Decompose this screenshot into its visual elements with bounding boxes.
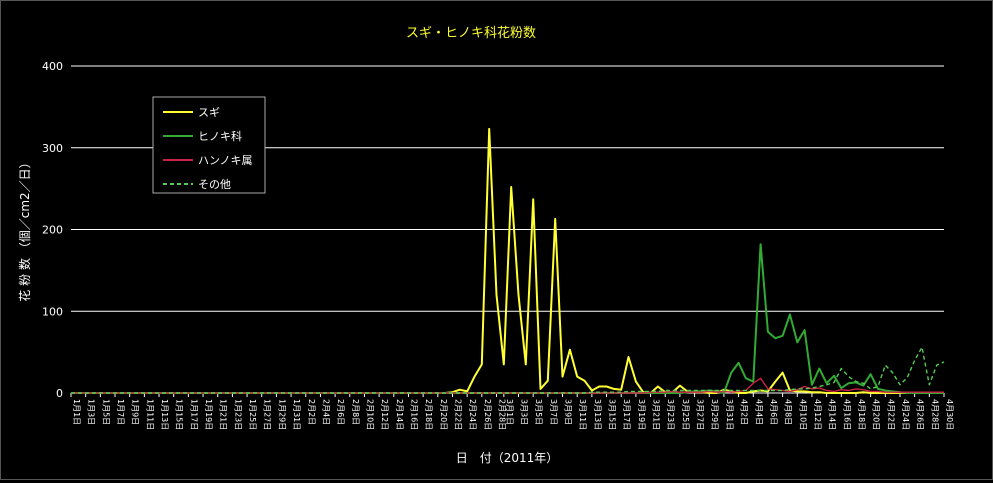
x-tick-label: 3月19日 <box>637 399 646 430</box>
x-tick-label: 4月26日 <box>916 399 925 430</box>
x-tick-label: 4月20日 <box>872 399 881 430</box>
x-tick-label: 4月16日 <box>842 399 851 430</box>
legend-label-1: ヒノキ科 <box>198 129 242 143</box>
x-tick-label: 3月21日 <box>652 399 661 430</box>
x-tick-label: 3月17日 <box>622 399 631 430</box>
x-tick-label: 2月12日 <box>380 399 389 430</box>
x-tick-label: 3月23日 <box>666 399 675 430</box>
x-tick-label: 3月27日 <box>696 399 705 430</box>
x-tick-label: 1月29日 <box>277 399 286 430</box>
x-tick-label: 4月28日 <box>930 399 939 430</box>
y-tick-label: 400 <box>42 60 63 73</box>
x-tick-label: 3月13日 <box>593 399 602 430</box>
x-tick-label: 2月26日 <box>483 399 492 430</box>
x-tick-label: 3月15日 <box>608 399 617 430</box>
y-axis-label: 花 粉 数 （個／cm2／日） <box>17 156 32 301</box>
x-tick-label: 3月3日 <box>520 399 529 425</box>
x-tick-label: 4月2日 <box>740 399 749 425</box>
legend-label-3: その他 <box>198 178 231 191</box>
x-tick-label: 1月25日 <box>248 399 257 430</box>
x-tick-label: 4月4日 <box>754 399 763 425</box>
x-tick-label: 1月17日 <box>189 399 198 430</box>
x-tick-label: 4月6日 <box>769 399 778 425</box>
x-tick-label: 1月19日 <box>204 399 213 430</box>
x-tick-label: 2月28日 <box>497 399 506 430</box>
y-tick-label: 0 <box>56 387 63 400</box>
x-tick-label: 1月27日 <box>263 399 272 430</box>
x-tick-label: 3月5日 <box>534 399 543 425</box>
x-axis-ticks: 1月1日 1月3日 1月5日 1月7日 1月9日 1月11日 1月13日 1月15日 1月17日… <box>70 393 954 430</box>
x-tick-label: 4月12日 <box>813 399 822 430</box>
x-tick-label: 3月11日 <box>578 399 587 430</box>
y-tick-label: 100 <box>42 305 63 318</box>
x-tick-label: 4月30日 <box>945 399 954 430</box>
x-tick-label: 1月9日 <box>131 399 140 425</box>
legend-label-0: スギ <box>198 106 220 119</box>
x-tick-label: 4月22日 <box>886 399 895 430</box>
y-tick-label: 300 <box>42 142 63 155</box>
x-tick-label: 1月15日 <box>175 399 184 430</box>
series-lines <box>71 127 945 394</box>
x-tick-label: 1月7日 <box>116 399 125 425</box>
x-tick-label: 1月1日 <box>72 399 81 425</box>
x-tick-label: 3月7日 <box>549 399 558 425</box>
x-tick-label: 1月31日 <box>292 399 301 430</box>
x-tick-label: 4月24日 <box>901 399 910 430</box>
x-tick-label: 2月24日 <box>468 399 477 430</box>
legend-label-2: ハンノキ属 <box>198 154 252 167</box>
x-tick-label: 1月13日 <box>160 399 169 430</box>
chart-title: スギ・ヒノキ科花粉数 <box>406 25 536 41</box>
x-tick-label: 2月18日 <box>424 399 433 430</box>
x-tick-label: 4月8日 <box>784 399 793 425</box>
y-tick-label: 200 <box>42 224 63 237</box>
y-axis-ticks: 0 100 200 300 400 <box>42 60 63 400</box>
x-axis-label: 日 付（2011年） <box>456 451 559 465</box>
x-tick-label: 2月10日 <box>365 399 374 430</box>
x-tick-label: 2月2日 <box>307 399 316 425</box>
x-tick-label: 3月31日 <box>725 399 734 430</box>
x-tick-label: 2月20日 <box>439 399 448 430</box>
x-tick-label: 4月14日 <box>828 399 837 430</box>
x-tick-label: 4月18日 <box>857 399 866 430</box>
x-tick-label: 1月21日 <box>219 399 228 430</box>
x-tick-label: 2月22日 <box>453 399 462 430</box>
x-tick-label: 2月14日 <box>395 399 404 430</box>
x-tick-label: 3月29日 <box>710 399 719 430</box>
x-tick-label: 3月1日 <box>505 399 514 425</box>
x-tick-label: 3月25日 <box>681 399 690 430</box>
x-tick-label: 4月10日 <box>798 399 807 430</box>
x-tick-label: 2月8日 <box>351 399 360 425</box>
x-tick-label: 3月9日 <box>564 399 573 425</box>
x-tick-label: 2月4日 <box>321 399 330 425</box>
series-line-3 <box>71 346 945 394</box>
x-tick-label: 1月11日 <box>145 399 154 430</box>
x-tick-label: 1月23日 <box>233 399 242 430</box>
x-tick-label: 1月3日 <box>87 399 96 425</box>
x-tick-label: 1月5日 <box>101 399 110 425</box>
x-tick-label: 2月16日 <box>409 399 418 430</box>
x-tick-label: 2月6日 <box>336 399 345 425</box>
